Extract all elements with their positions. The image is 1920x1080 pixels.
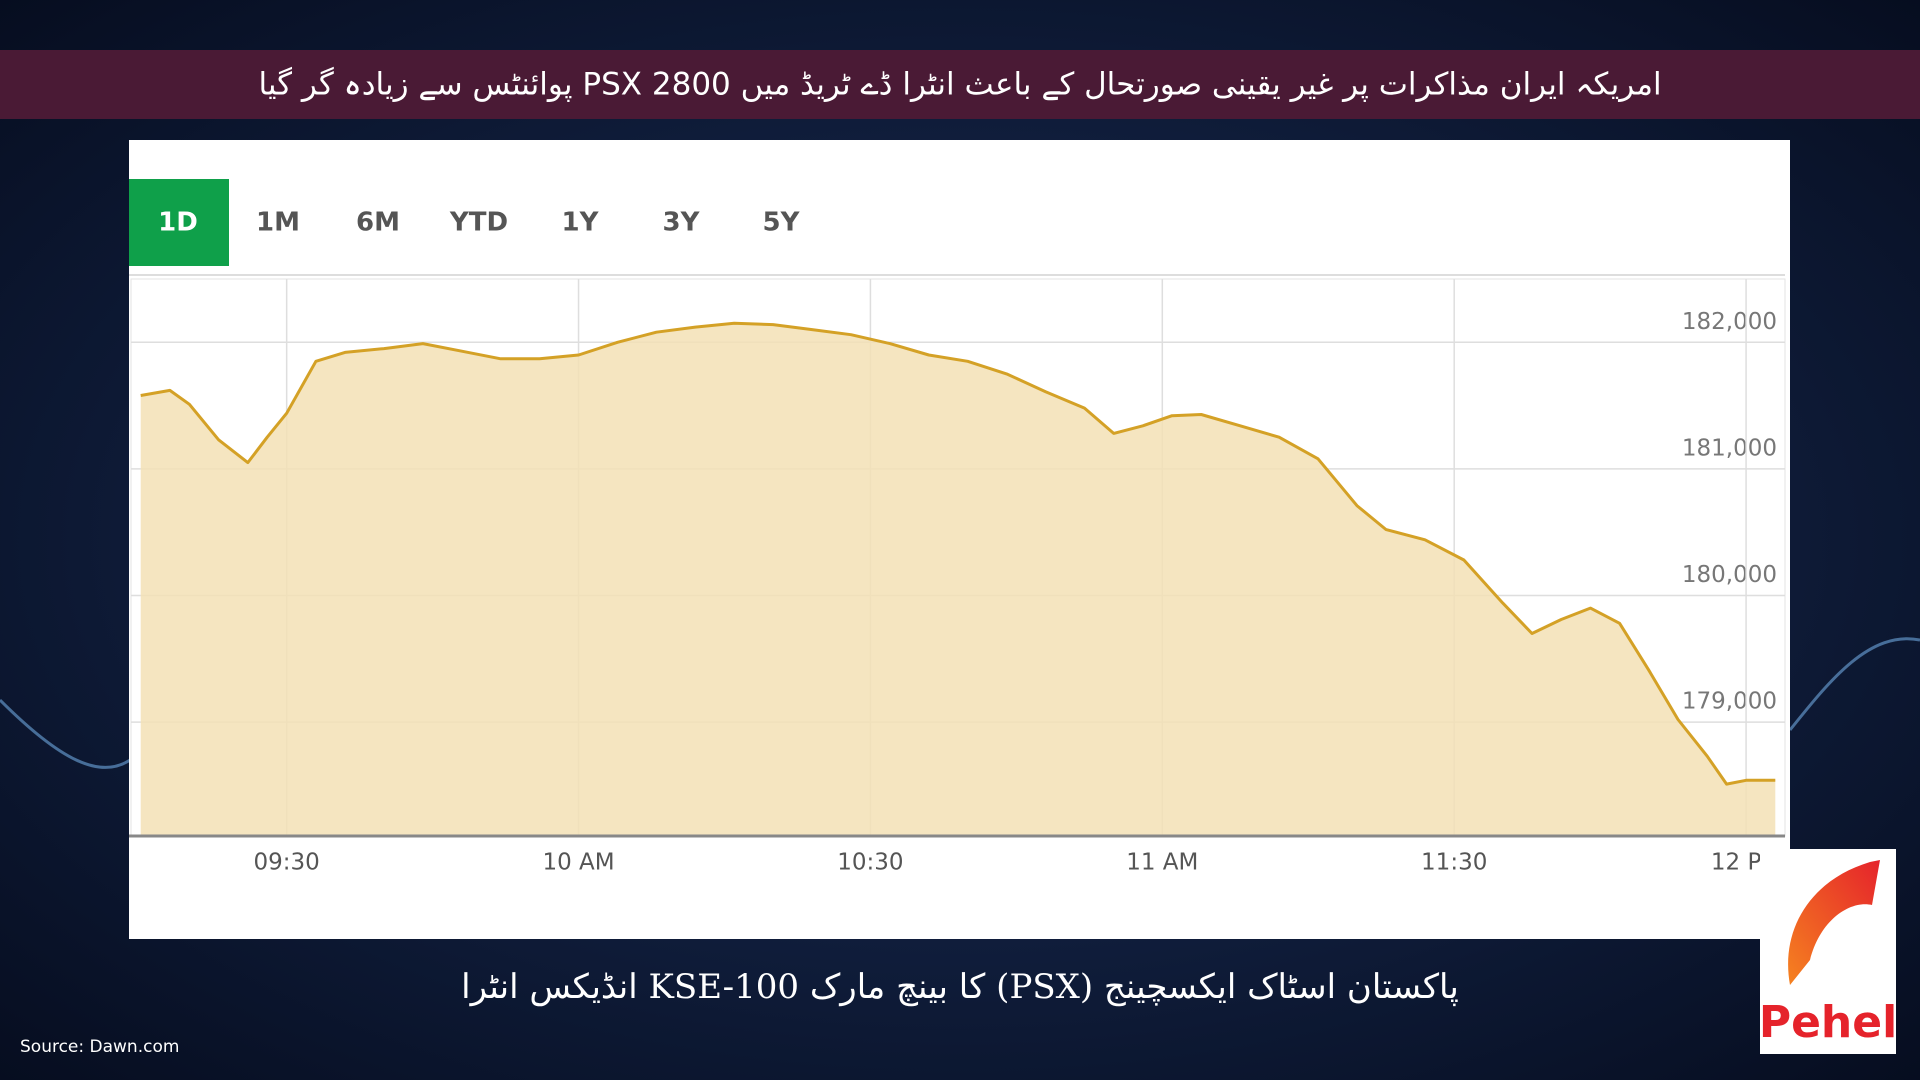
range-button[interactable]: 3Y	[663, 208, 701, 238]
headline: امریکہ ایران مذاکرات پر غیر یقینی صورتحا…	[258, 67, 1661, 103]
area-fill	[140, 323, 1776, 836]
range-button[interactable]: 1Y	[562, 208, 600, 238]
x-tick-label: 11 AM	[1126, 850, 1198, 876]
x-tick-label: 10 AM	[542, 850, 614, 876]
headline-banner	[0, 50, 1920, 119]
range-button[interactable]: 1M	[256, 208, 300, 238]
y-tick-label: 180,000	[1682, 562, 1777, 588]
y-tick-label: 182,000	[1682, 309, 1777, 335]
range-button[interactable]: 1D	[158, 208, 198, 238]
logo-mark	[1788, 860, 1880, 985]
x-tick-label: 10:30	[837, 850, 903, 876]
y-tick-label: 181,000	[1682, 435, 1777, 461]
decor-wave	[1788, 637, 1920, 731]
active-range-button[interactable]	[129, 179, 229, 266]
series-line	[140, 321, 1776, 786]
x-tick-label: 11:30	[1421, 850, 1487, 876]
range-button[interactable]: 6M	[356, 208, 400, 238]
caption: پاکستان اسٹاک ایکسچینج (PSX) کا بینچ مار…	[461, 967, 1459, 1007]
logo-text: Pehel	[1759, 997, 1897, 1048]
range-button[interactable]: YTD	[449, 208, 508, 238]
range-button[interactable]: 5Y	[763, 208, 801, 238]
y-tick-label: 179,000	[1682, 689, 1777, 715]
x-tick-label: 09:30	[254, 850, 320, 876]
source: Source: Dawn.com	[20, 1037, 179, 1057]
decor-wave	[0, 698, 131, 769]
